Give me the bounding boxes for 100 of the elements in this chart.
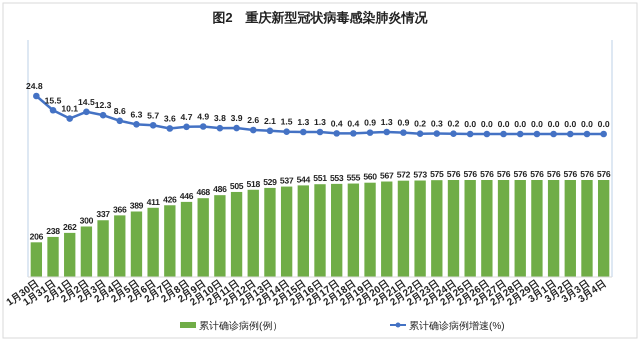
data-label: 3.9 xyxy=(230,113,243,124)
bar xyxy=(598,180,610,277)
bar xyxy=(431,180,442,277)
data-label: 576 xyxy=(546,169,561,179)
data-label: 468 xyxy=(196,187,210,198)
data-label: 0.0 xyxy=(530,119,544,129)
point xyxy=(450,130,457,137)
data-label: 0.2 xyxy=(448,118,460,129)
bar xyxy=(114,215,126,277)
data-label: 10.1 xyxy=(61,104,78,114)
data-label: 1.5 xyxy=(280,116,293,127)
data-label: 6.3 xyxy=(130,109,143,120)
data-label: 572 xyxy=(396,170,411,180)
data-label: 0.0 xyxy=(464,119,476,129)
data-label: 300 xyxy=(80,215,94,226)
bar xyxy=(364,182,376,277)
data-label: 0.9 xyxy=(364,118,376,128)
data-label: 0.0 xyxy=(580,119,594,129)
bar xyxy=(248,190,259,277)
data-label: 518 xyxy=(246,178,260,189)
bar xyxy=(97,220,109,277)
bar xyxy=(514,180,526,277)
bar xyxy=(531,180,543,277)
bar xyxy=(331,184,342,277)
bar xyxy=(264,188,276,277)
bar xyxy=(147,208,159,277)
data-label: 366 xyxy=(113,204,128,214)
bar xyxy=(314,184,326,277)
chart-title: 图2 重庆新型冠状病毒感染肺炎情况 xyxy=(212,10,429,25)
bar xyxy=(581,180,593,277)
data-label: 576 xyxy=(514,169,528,179)
bar xyxy=(80,226,92,277)
data-label: 486 xyxy=(213,184,228,194)
point xyxy=(600,130,607,138)
point xyxy=(383,128,390,136)
data-label: 576 xyxy=(463,169,478,179)
data-label: 3.8 xyxy=(214,113,226,124)
data-label: 537 xyxy=(280,176,294,186)
data-label: 15.5 xyxy=(44,95,62,106)
point xyxy=(233,124,240,132)
bar xyxy=(464,180,476,277)
point xyxy=(133,121,140,128)
data-label: 0.4 xyxy=(347,118,360,128)
data-label: 12.3 xyxy=(94,100,112,110)
data-label: 5.7 xyxy=(147,110,160,120)
point xyxy=(500,130,507,138)
bar xyxy=(214,195,226,277)
data-label: 576 xyxy=(564,169,578,179)
bar xyxy=(164,205,176,277)
point xyxy=(350,130,357,137)
data-label: 567 xyxy=(380,170,394,181)
data-label: 262 xyxy=(62,222,77,232)
point xyxy=(266,127,274,134)
data-label: 1.3 xyxy=(314,117,326,128)
point xyxy=(83,108,90,116)
bar xyxy=(198,198,209,277)
legend-label: 累计确诊病例增速(%) xyxy=(409,320,505,332)
point xyxy=(150,122,156,129)
bar xyxy=(230,192,242,277)
data-label: 555 xyxy=(346,172,361,183)
point xyxy=(516,130,524,138)
data-label: 238 xyxy=(46,226,60,236)
data-label: 206 xyxy=(30,231,44,242)
point xyxy=(33,92,40,100)
data-label: 576 xyxy=(530,169,544,179)
data-label: 544 xyxy=(296,174,311,184)
bar xyxy=(498,180,510,277)
point xyxy=(416,130,424,137)
point xyxy=(400,129,407,136)
data-label: 411 xyxy=(146,196,160,207)
point xyxy=(484,130,490,138)
point xyxy=(166,125,174,132)
data-label: 8.6 xyxy=(114,106,126,116)
data-label: 0.0 xyxy=(480,119,494,129)
point xyxy=(566,130,574,138)
data-label: 14.5 xyxy=(78,96,95,107)
point xyxy=(50,106,56,114)
bar xyxy=(47,236,59,277)
bar xyxy=(130,211,142,277)
bar xyxy=(280,186,292,277)
point xyxy=(250,126,257,134)
bar xyxy=(348,184,360,277)
data-label: 576 xyxy=(580,169,594,179)
data-label: 0.0 xyxy=(564,119,576,129)
data-label: 0.0 xyxy=(514,119,526,129)
data-label: 4.9 xyxy=(197,111,210,122)
point xyxy=(200,123,206,130)
data-label: 576 xyxy=(446,169,461,179)
data-label: 576 xyxy=(496,169,511,179)
data-label: 0.0 xyxy=(598,119,610,129)
data-label: 2.6 xyxy=(247,115,260,126)
data-label: 573 xyxy=(413,170,428,180)
point xyxy=(584,130,590,138)
data-label: 24.8 xyxy=(26,81,43,91)
bar xyxy=(298,185,309,277)
data-label: 553 xyxy=(330,172,344,183)
data-label: 576 xyxy=(480,169,494,179)
point xyxy=(216,124,224,132)
data-label: 0.2 xyxy=(414,118,426,129)
point xyxy=(434,130,440,137)
